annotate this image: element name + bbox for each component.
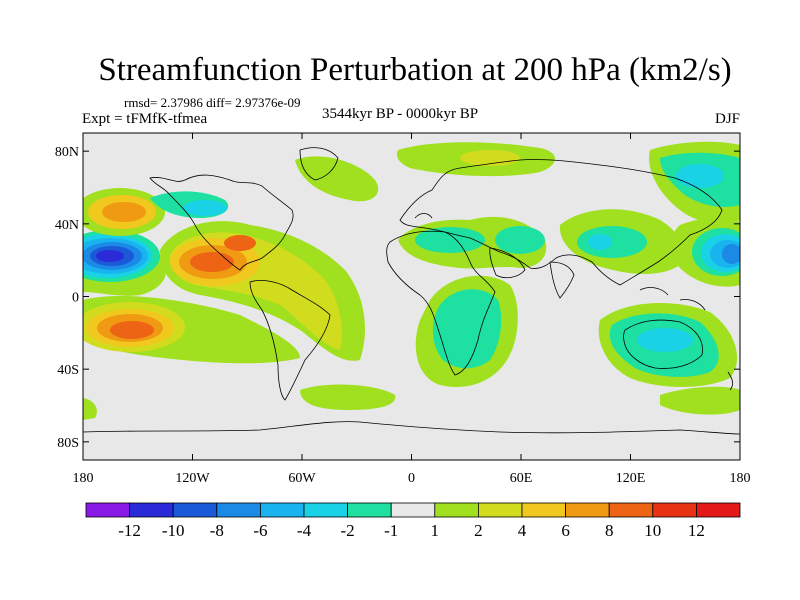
colorbar-swatch [303,502,348,518]
colorbar-swatch [477,502,523,518]
contour-fill [110,321,154,339]
colorbar-label: 2 [474,521,483,540]
contour-fill [588,234,612,250]
experiment-label: Expt = tFMfK-tfmea [82,111,208,127]
coastline-africa [386,230,496,376]
contour-fill [295,156,379,202]
period-label: 3544kyr BP - 0000kyr BP [322,106,479,122]
x-axis-labels: 180 120W 60W 0 60E 120E 180 [73,471,751,486]
contour-fill [190,252,234,272]
x-tick-label: 60E [510,471,533,486]
map-background [83,133,740,460]
axis-ticks [82,133,741,460]
colorbar-label: -6 [253,521,267,540]
contour-fill [415,227,485,253]
y-tick-label: 0 [72,291,79,306]
colorbar-swatch [565,502,610,518]
rmsd-stats: rmsd= 2.37986 diff= 2.97376e-09 [124,95,301,110]
x-tick-label: 180 [73,471,94,486]
y-tick-label: 80S [57,436,79,451]
x-tick-label: 0 [408,471,415,486]
colorbar-swatch [129,502,174,518]
x-tick-label: 120W [175,471,210,486]
y-tick-label: 40S [57,363,79,378]
colorbar-swatch [347,502,392,518]
colorbar-label: -10 [162,521,185,540]
colorbar-label: -12 [118,521,141,540]
colorbar-swatch [696,502,741,518]
y-tick-label: 40N [55,218,79,233]
colorbar-swatch [521,502,566,518]
coastline-south-america [249,280,331,401]
colorbar-swatch [652,502,697,518]
coastline-arabia [489,247,526,279]
colorbar-label: 6 [561,521,570,540]
contour-field [83,141,740,420]
coastline-antarctica [83,421,740,435]
coastline-australia [623,319,703,369]
contour-fill [300,384,396,410]
colorbar-label: 4 [518,521,527,540]
y-tick-label: 80N [55,145,79,160]
colorbar-swatch [216,502,261,518]
contour-fill [183,200,227,216]
colorbar-swatch [85,502,130,518]
x-tick-label: 180 [730,471,751,486]
colorbar-label: -1 [384,521,398,540]
contour-fill [96,250,124,262]
x-tick-label: 120E [616,471,646,486]
colorbar-label: -2 [341,521,355,540]
coastline-india [549,261,575,299]
colorbar: -12 -10 -8 -6 -4 -2 -1 1 2 4 6 8 10 12 [85,502,741,540]
contour-fill [83,398,97,420]
season-label: DJF [714,111,740,127]
coastlines [83,147,740,435]
contour-fill [722,244,740,264]
map-panel: 180 120W 60W 0 60E 120E 180 80N 40N 0 40S 80S [55,132,751,486]
colorbar-label: -8 [210,521,224,540]
colorbar-label: -4 [297,521,312,540]
contour-fill [660,386,740,415]
contour-fill [432,289,502,369]
contour-fill [495,226,545,254]
colorbar-swatch [172,502,218,518]
contour-fill [637,328,693,352]
colorbar-swatch [608,502,654,518]
coastline-greenland [299,147,339,181]
colorbar-swatch [259,502,305,518]
colorbar-label: 10 [644,521,661,540]
contour-fill [224,235,256,251]
colorbar-swatch [390,502,436,518]
coastline-islands [414,213,734,391]
colorbar-label: 1 [431,521,440,540]
colorbar-swatch [434,502,479,518]
contour-fill [676,164,724,188]
y-axis-labels: 80N 40N 0 40S 80S [55,145,79,451]
contour-fill [102,202,146,222]
x-tick-label: 60W [288,471,316,486]
colorbar-label: 12 [688,521,705,540]
coastline-north-america [149,174,294,271]
plot-title: Streamfunction Perturbation at 200 hPa (… [98,52,732,88]
colorbar-label: 8 [605,521,614,540]
